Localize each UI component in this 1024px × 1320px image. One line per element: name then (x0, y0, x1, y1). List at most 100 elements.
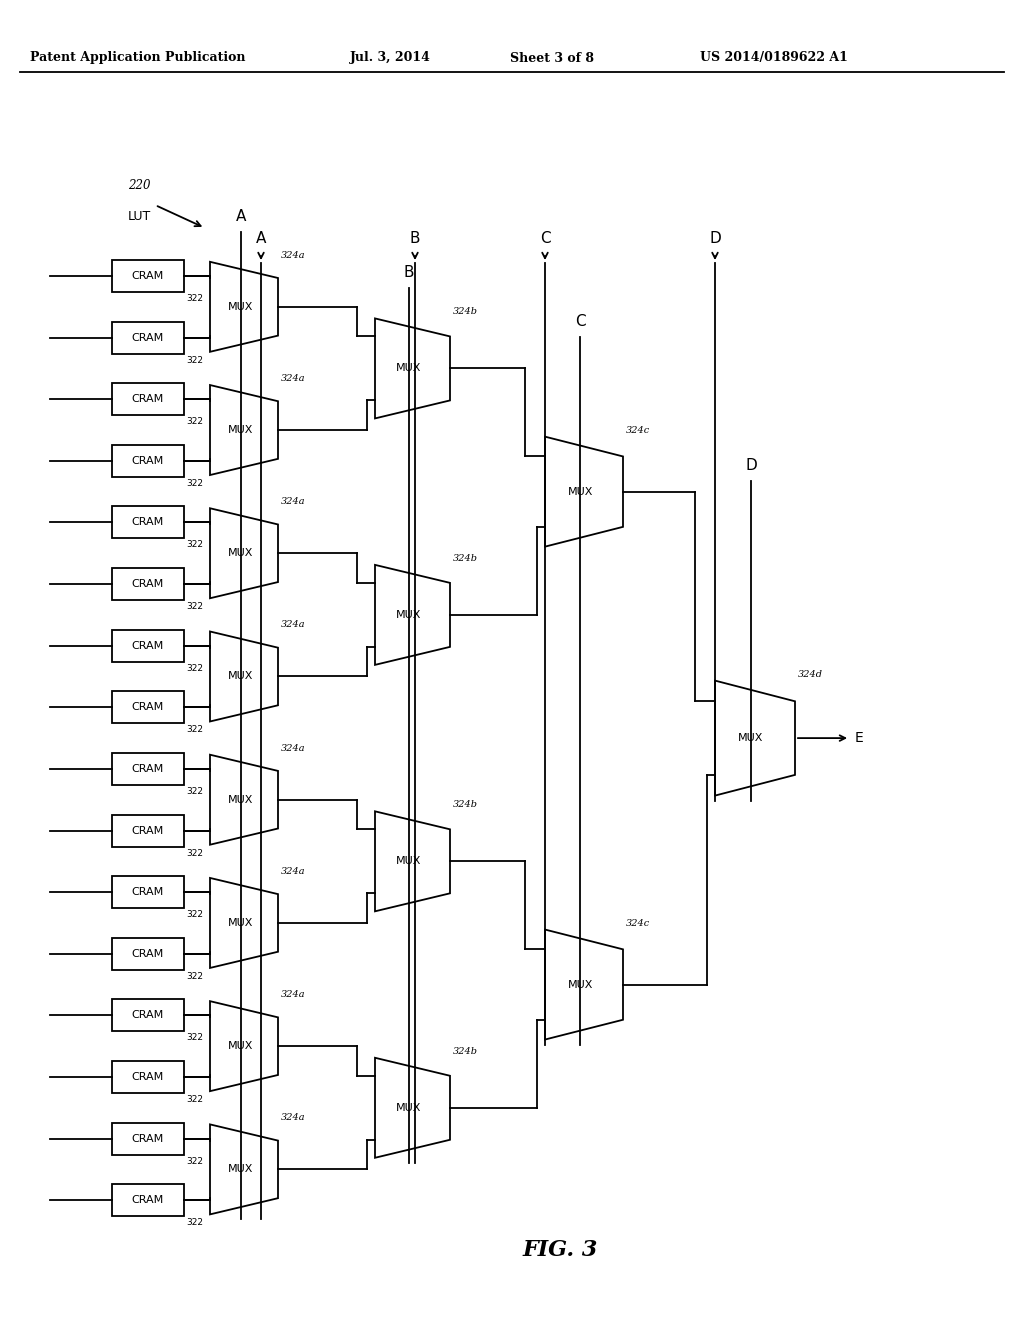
Polygon shape (210, 508, 278, 598)
Text: 322: 322 (186, 1034, 203, 1043)
Text: 324a: 324a (281, 251, 305, 260)
Bar (112, 507, 184, 539)
Text: MUX: MUX (228, 1041, 253, 1051)
Text: CRAM: CRAM (132, 825, 164, 836)
Text: 322: 322 (186, 1218, 203, 1228)
Text: A: A (236, 209, 246, 224)
Text: A: A (256, 231, 266, 246)
Text: Sheet 3 of 8: Sheet 3 of 8 (510, 51, 594, 65)
Bar (112, 876, 184, 908)
Text: MUX: MUX (567, 979, 593, 990)
Text: 324a: 324a (281, 867, 305, 876)
Text: MUX: MUX (396, 610, 422, 620)
Text: MUX: MUX (228, 672, 253, 681)
Polygon shape (210, 755, 278, 845)
Text: CRAM: CRAM (132, 640, 164, 651)
Text: CRAM: CRAM (132, 1072, 164, 1082)
Text: MUX: MUX (738, 733, 764, 743)
Text: 322: 322 (186, 664, 203, 673)
Text: 322: 322 (186, 1096, 203, 1104)
Text: D: D (745, 458, 757, 473)
Text: CRAM: CRAM (132, 271, 164, 281)
Polygon shape (375, 318, 450, 418)
Text: 322: 322 (186, 294, 203, 304)
Text: 324a: 324a (281, 498, 305, 507)
Polygon shape (210, 1125, 278, 1214)
Text: 324a: 324a (281, 990, 305, 999)
Text: MUX: MUX (228, 917, 253, 928)
Text: MUX: MUX (396, 857, 422, 866)
Text: 324b: 324b (453, 554, 478, 562)
Text: 324a: 324a (281, 1113, 305, 1122)
Text: 322: 322 (186, 972, 203, 981)
Text: CRAM: CRAM (132, 455, 164, 466)
Text: 322: 322 (186, 725, 203, 734)
Text: 324a: 324a (281, 620, 305, 630)
Text: FIG. 3: FIG. 3 (522, 1239, 598, 1261)
Text: MUX: MUX (228, 302, 253, 312)
Text: MUX: MUX (567, 487, 593, 496)
Text: 322: 322 (186, 1156, 203, 1166)
Text: Jul. 3, 2014: Jul. 3, 2014 (350, 51, 431, 65)
Text: MUX: MUX (228, 795, 253, 805)
Text: US 2014/0189622 A1: US 2014/0189622 A1 (700, 51, 848, 65)
Text: 324c: 324c (626, 425, 650, 434)
Text: 322: 322 (186, 417, 203, 426)
Text: 324a: 324a (281, 743, 305, 752)
Text: 324a: 324a (281, 374, 305, 383)
Bar (112, 568, 184, 601)
Text: 322: 322 (186, 909, 203, 919)
Bar (112, 630, 184, 661)
Polygon shape (375, 1057, 450, 1158)
Bar (112, 1061, 184, 1093)
Bar (112, 445, 184, 477)
Text: 322: 322 (186, 849, 203, 858)
Polygon shape (210, 631, 278, 722)
Text: CRAM: CRAM (132, 579, 164, 589)
Polygon shape (210, 261, 278, 352)
Text: MUX: MUX (228, 425, 253, 436)
Text: 322: 322 (186, 787, 203, 796)
Text: MUX: MUX (228, 548, 253, 558)
Text: E: E (855, 731, 864, 744)
Bar (112, 814, 184, 846)
Text: C: C (540, 231, 550, 246)
Bar (112, 260, 184, 292)
Polygon shape (375, 565, 450, 665)
Bar (112, 937, 184, 970)
Bar (112, 1122, 184, 1155)
Text: CRAM: CRAM (132, 764, 164, 774)
Polygon shape (545, 437, 623, 546)
Text: MUX: MUX (228, 1164, 253, 1175)
Text: 324c: 324c (626, 919, 650, 928)
Text: 324d: 324d (798, 669, 823, 678)
Text: MUX: MUX (396, 1102, 422, 1113)
Polygon shape (545, 929, 623, 1040)
Text: LUT: LUT (128, 210, 152, 223)
Text: CRAM: CRAM (132, 1010, 164, 1020)
Text: 324b: 324b (453, 800, 478, 809)
Text: 322: 322 (186, 540, 203, 549)
Bar (112, 383, 184, 416)
Bar (112, 692, 184, 723)
Text: CRAM: CRAM (132, 887, 164, 898)
Bar (112, 999, 184, 1031)
Polygon shape (715, 681, 795, 796)
Text: 322: 322 (186, 479, 203, 488)
Text: D: D (710, 231, 721, 246)
Text: CRAM: CRAM (132, 517, 164, 528)
Polygon shape (210, 385, 278, 475)
Text: CRAM: CRAM (132, 395, 164, 404)
Text: MUX: MUX (396, 363, 422, 374)
Text: 220: 220 (128, 180, 151, 191)
Bar (112, 752, 184, 785)
Text: CRAM: CRAM (132, 702, 164, 713)
Bar (112, 1184, 184, 1216)
Text: Patent Application Publication: Patent Application Publication (30, 51, 246, 65)
Text: 322: 322 (186, 355, 203, 364)
Polygon shape (210, 878, 278, 968)
Bar (112, 322, 184, 354)
Text: CRAM: CRAM (132, 949, 164, 958)
Text: CRAM: CRAM (132, 1134, 164, 1143)
Polygon shape (375, 812, 450, 911)
